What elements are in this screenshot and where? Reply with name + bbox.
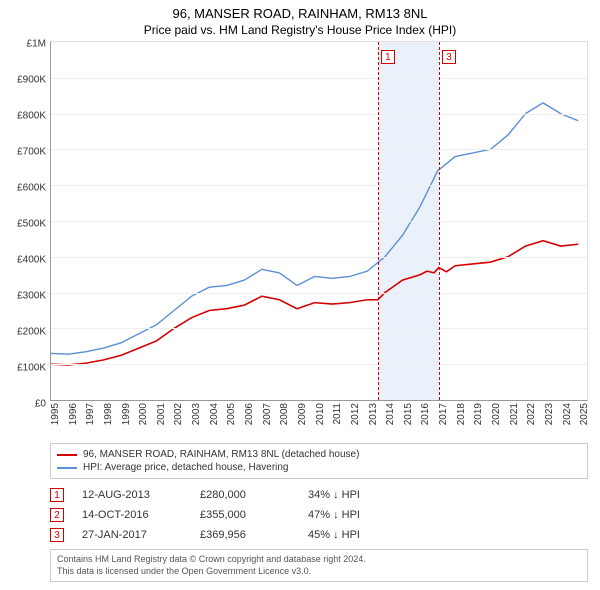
sale-row-marker: 3 xyxy=(50,528,64,542)
y-tick-label: £600K xyxy=(17,183,46,194)
y-tick-label: £500K xyxy=(17,219,46,230)
sale-price: £369,956 xyxy=(200,529,290,541)
sale-diff: 47% ↓ HPI xyxy=(308,509,408,521)
x-tick-label: 2003 xyxy=(191,403,202,425)
x-tick-label: 2006 xyxy=(244,403,255,425)
x-tick-label: 2013 xyxy=(368,403,379,425)
gridline xyxy=(51,149,587,150)
sale-date: 14-OCT-2016 xyxy=(82,509,182,521)
x-tick-label: 2021 xyxy=(509,403,520,425)
gridline xyxy=(51,185,587,186)
footer-line2: This data is licensed under the Open Gov… xyxy=(57,566,581,578)
sale-diff: 45% ↓ HPI xyxy=(308,529,408,541)
x-tick-label: 1995 xyxy=(50,403,61,425)
sale-price: £355,000 xyxy=(200,509,290,521)
y-tick-label: £0 xyxy=(35,399,46,410)
x-tick-label: 2015 xyxy=(403,403,414,425)
x-tick-label: 2019 xyxy=(473,403,484,425)
chart-area: 13 xyxy=(50,41,588,401)
y-tick-label: £700K xyxy=(17,147,46,158)
x-tick-label: 2020 xyxy=(491,403,502,425)
gridline xyxy=(51,328,587,329)
page-title: 96, MANSER ROAD, RAINHAM, RM13 8NL xyxy=(0,0,600,21)
x-tick-label: 2024 xyxy=(562,403,573,425)
x-axis: 1995 1996 1997 1998 1999 2000 2001 2002 2003 2004… xyxy=(50,401,588,439)
series-hpi xyxy=(51,103,578,354)
x-tick-label: 2011 xyxy=(332,403,343,425)
sale-price: £280,000 xyxy=(200,489,290,501)
gridline xyxy=(51,221,587,222)
sale-row: 3 27-JAN-2017 £369,956 45% ↓ HPI xyxy=(50,525,588,545)
sale-date: 27-JAN-2017 xyxy=(82,529,182,541)
legend-label: 96, MANSER ROAD, RAINHAM, RM13 8NL (deta… xyxy=(83,449,359,460)
page-subtitle: Price paid vs. HM Land Registry's House … xyxy=(0,21,600,41)
sale-marker-3: 3 xyxy=(442,50,456,64)
gridline xyxy=(51,257,587,258)
y-tick-label: £100K xyxy=(17,363,46,374)
sale-row-marker: 1 xyxy=(50,488,64,502)
sales-table: 1 12-AUG-2013 £280,000 34% ↓ HPI 2 14-OCT-201… xyxy=(50,485,588,545)
footer-line1: Contains HM Land Registry data © Crown c… xyxy=(57,554,581,566)
sale-row-marker: 2 xyxy=(50,508,64,522)
sale-row: 2 14-OCT-2016 £355,000 47% ↓ HPI xyxy=(50,505,588,525)
x-tick-label: 2002 xyxy=(173,403,184,425)
legend: 96, MANSER ROAD, RAINHAM, RM13 8NL (deta… xyxy=(50,443,588,479)
y-tick-label: £300K xyxy=(17,291,46,302)
legend-label: HPI: Average price, detached house, Have… xyxy=(83,462,289,473)
y-tick-label: £800K xyxy=(17,111,46,122)
x-tick-label: 2012 xyxy=(350,403,361,425)
series-property xyxy=(51,241,578,365)
y-axis: £0£100K£200K£300K£400K£500K£600K£700K£80… xyxy=(6,44,48,404)
x-tick-label: 2004 xyxy=(209,403,220,425)
sale-vline xyxy=(439,42,440,400)
x-tick-label: 2008 xyxy=(279,403,290,425)
x-tick-label: 2001 xyxy=(156,403,167,425)
sale-date: 12-AUG-2013 xyxy=(82,489,182,501)
legend-row: 96, MANSER ROAD, RAINHAM, RM13 8NL (deta… xyxy=(57,448,581,461)
x-tick-label: 2000 xyxy=(138,403,149,425)
x-tick-label: 2007 xyxy=(262,403,273,425)
gridline xyxy=(51,364,587,365)
x-tick-label: 2025 xyxy=(579,403,590,425)
sale-diff: 34% ↓ HPI xyxy=(308,489,408,501)
legend-row: HPI: Average price, detached house, Have… xyxy=(57,461,581,474)
y-tick-label: £400K xyxy=(17,255,46,266)
y-tick-label: £200K xyxy=(17,327,46,338)
gridline xyxy=(51,78,587,79)
legend-swatch xyxy=(57,467,77,469)
sale-row: 1 12-AUG-2013 £280,000 34% ↓ HPI xyxy=(50,485,588,505)
x-tick-label: 2016 xyxy=(420,403,431,425)
gridline xyxy=(51,293,587,294)
gridline xyxy=(51,114,587,115)
x-tick-label: 2014 xyxy=(385,403,396,425)
x-tick-label: 2010 xyxy=(315,403,326,425)
x-tick-label: 1996 xyxy=(68,403,79,425)
legend-swatch xyxy=(57,454,77,456)
x-tick-label: 2005 xyxy=(226,403,237,425)
x-tick-label: 2009 xyxy=(297,403,308,425)
x-tick-label: 1999 xyxy=(121,403,132,425)
x-tick-label: 2018 xyxy=(456,403,467,425)
footer-attribution: Contains HM Land Registry data © Crown c… xyxy=(50,549,588,582)
x-tick-label: 1998 xyxy=(103,403,114,425)
x-tick-label: 2017 xyxy=(438,403,449,425)
y-tick-label: £900K xyxy=(17,75,46,86)
x-tick-label: 2023 xyxy=(544,403,555,425)
sale-vline xyxy=(378,42,379,400)
x-tick-label: 2022 xyxy=(526,403,537,425)
y-tick-label: £1M xyxy=(27,39,46,50)
x-tick-label: 1997 xyxy=(85,403,96,425)
sale-marker-1: 1 xyxy=(381,50,395,64)
